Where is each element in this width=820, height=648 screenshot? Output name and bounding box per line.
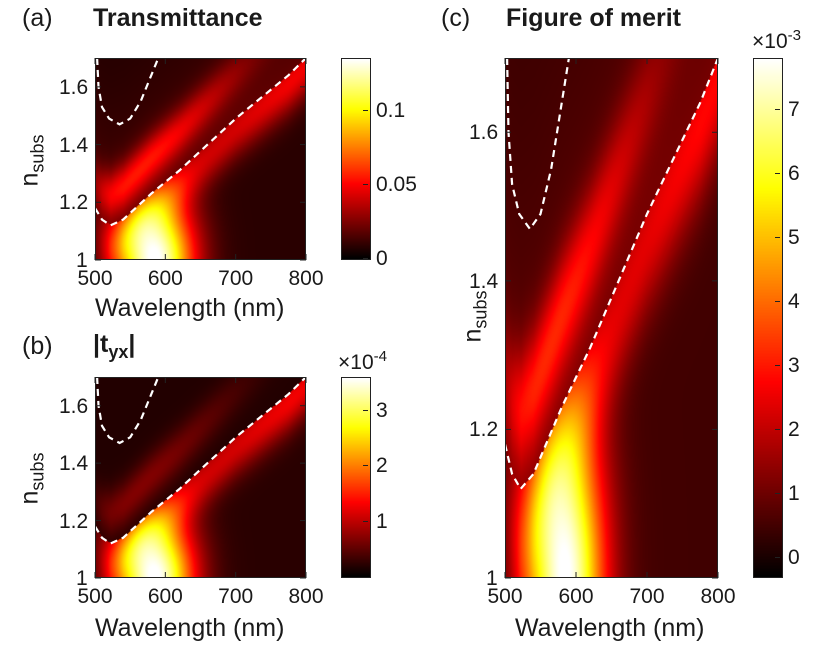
panel-c-y-tick-label: 1.2 <box>469 418 499 442</box>
panel-c-colorbar-tick-mark <box>775 428 780 430</box>
panel-a-contour-0 <box>96 57 160 126</box>
panel-c-y-tick-label: 1 <box>486 567 498 590</box>
panel-a-colorbar-tick-label: 0 <box>376 247 388 270</box>
panel-a-y-label: nsubs <box>15 134 48 187</box>
panel-b-x-label: Wavelength (nm) <box>95 614 285 642</box>
panel-c-colorbar-exponent: ×10-3 <box>752 27 802 53</box>
panel-b-colorbar-exponent: ×10-4 <box>338 348 388 374</box>
panel-c-colorbar-tick-label: 4 <box>788 290 800 313</box>
panel-c-colorbar-tick-mark <box>775 556 780 558</box>
panel-c-x-tick-label: 700 <box>629 585 665 608</box>
panel-c-colorbar-gradient <box>754 59 782 577</box>
panel-c-colorbar-tick-mark <box>775 173 780 175</box>
panel-a-colorbar-tick-mark <box>363 109 368 111</box>
panel-c-y-tick-label: 1.4 <box>469 269 499 293</box>
panel-c-colorbar <box>753 58 783 578</box>
panel-c-colorbar-tick-label: 0 <box>788 545 800 569</box>
panel-c-colorbar-tick-mark <box>775 109 780 111</box>
panel-b-y-tick-label: 1.6 <box>59 394 89 418</box>
panel-c-colorbar-tick-label: 7 <box>788 98 800 122</box>
panel-c-x-tick-label: 600 <box>558 585 594 608</box>
panel-a-x-tick-label: 500 <box>77 267 113 290</box>
panel-c-overlay <box>503 57 720 579</box>
panel-c-colorbar-tick-mark <box>775 364 780 366</box>
panel-c-title: Figure of merit <box>506 4 682 32</box>
panel-c-colorbar-tick-label: 6 <box>788 162 800 186</box>
panel-b-colorbar-tick-label: 2 <box>376 454 388 478</box>
panel-b-colorbar-tick-mark <box>363 465 368 467</box>
panel-c-heatmap <box>503 57 720 579</box>
panel-b-x-tick-label: 500 <box>77 585 113 608</box>
panel-a-colorbar-gradient <box>342 59 370 259</box>
panel-a-colorbar-tick-label: 0.1 <box>376 98 406 122</box>
panel-a-y-tick-label: 1.4 <box>59 133 89 157</box>
panel-b-colorbar-gradient <box>342 378 370 577</box>
panel-c-colorbar-tick-mark <box>775 301 780 302</box>
panel-b-overlay <box>94 376 307 579</box>
panel-a-contour-1 <box>94 57 307 227</box>
panel-a-colorbar-tick-mark <box>363 183 368 185</box>
panel-a-x-tick-label: 700 <box>218 267 254 290</box>
panel-c-heatmap-image <box>505 58 718 578</box>
panel-c-colorbar-tick-label: 5 <box>788 226 800 250</box>
panel-c-x-tick-label: 500 <box>487 585 523 608</box>
panel-a-y-tick-label: 1 <box>76 249 88 272</box>
panel-b-colorbar <box>341 377 371 578</box>
panel-a-frame <box>95 58 306 260</box>
panel-a-x-tick-label: 800 <box>288 267 324 290</box>
panel-a-colorbar <box>341 58 371 260</box>
panel-c-x-label: Wavelength (nm) <box>515 614 705 642</box>
panel-b-colorbar-tick-mark <box>363 410 368 412</box>
panel-b-x-tick-label: 600 <box>147 585 183 608</box>
panel-a-letter: (a) <box>22 4 53 32</box>
panel-c-colorbar-tick-mark <box>775 237 780 239</box>
panel-b-y-tick-label: 1.4 <box>59 452 89 476</box>
panel-b-x-tick-label: 800 <box>288 585 324 608</box>
panel-b-heatmap-image <box>95 377 306 578</box>
panel-a-overlay <box>94 57 307 261</box>
panel-c-letter: (c) <box>441 4 471 32</box>
panel-a-heatmap <box>94 57 307 261</box>
panel-b-colorbar-tick-label: 3 <box>376 399 388 423</box>
panel-b-y-tick-label: 1.2 <box>59 509 89 533</box>
panel-a-heatmap-image <box>95 58 306 260</box>
panel-b-y-tick-label: 1 <box>76 567 88 590</box>
panel-b-letter: (b) <box>22 332 53 360</box>
panel-c-frame <box>505 58 718 578</box>
panel-a-title: Transmittance <box>93 4 263 32</box>
panel-b-contour-1 <box>94 376 307 545</box>
panel-b-x-tick-label: 700 <box>218 585 254 608</box>
panel-b-y-label: nsubs <box>15 452 48 505</box>
panel-a-y-tick-label: 1.6 <box>59 75 89 99</box>
panel-c-y-tick-label: 1.6 <box>469 121 499 145</box>
panel-a-x-tick-label: 600 <box>147 267 183 290</box>
panel-c-colorbar-tick-label: 1 <box>788 481 800 505</box>
panel-c-colorbar-tick-mark <box>775 492 780 494</box>
panel-c-colorbar-tick-label: 2 <box>788 417 800 441</box>
panel-a-y-tick-label: 1.2 <box>59 191 89 215</box>
panel-c-x-tick-label: 800 <box>700 585 736 608</box>
panel-a-x-label: Wavelength (nm) <box>95 294 285 322</box>
panel-a-colorbar-tick-mark <box>363 258 368 259</box>
panel-b-colorbar-tick-label: 1 <box>376 509 388 533</box>
panel-b-frame <box>95 377 306 578</box>
panel-c-colorbar-tick-label: 3 <box>788 353 800 377</box>
panel-a-colorbar-tick-label: 0.05 <box>376 172 417 196</box>
panel-c-contour-1 <box>503 57 720 491</box>
panel-b-title: |tyx| <box>93 330 136 362</box>
panel-b-contour-0 <box>96 376 160 445</box>
panel-c-contour-0 <box>506 57 570 231</box>
panel-b-heatmap <box>94 376 307 579</box>
panel-b-colorbar-tick-mark <box>363 520 368 522</box>
